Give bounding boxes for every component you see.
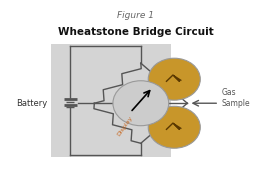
Text: Figure 1: Figure 1 (117, 11, 154, 20)
Text: Wheatstone Bridge Circuit: Wheatstone Bridge Circuit (58, 27, 213, 37)
Text: Gas
Sample: Gas Sample (222, 88, 250, 108)
Ellipse shape (148, 58, 200, 100)
Bar (50, 44, 171, 157)
Text: Battery: Battery (17, 99, 48, 108)
Text: Display: Display (116, 115, 134, 137)
Ellipse shape (148, 106, 200, 148)
Ellipse shape (113, 81, 169, 126)
